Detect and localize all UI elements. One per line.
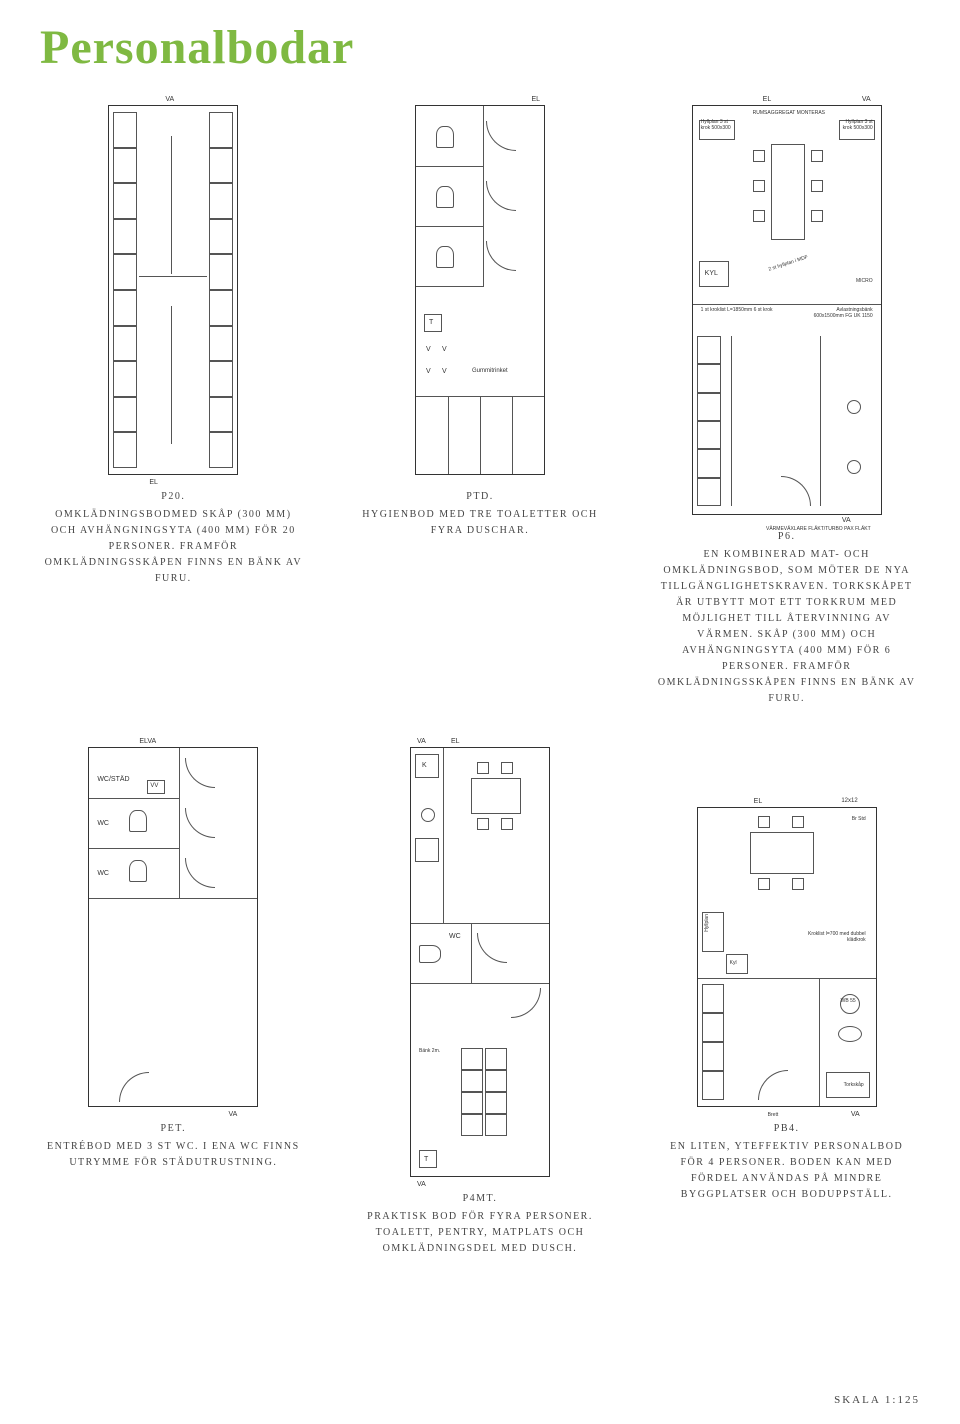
label-bank: Bänk 2m.: [419, 1048, 440, 1054]
label-gummi: Gummitrinket: [472, 368, 508, 374]
label-t: T: [424, 1156, 428, 1163]
code-p20: P20.: [43, 489, 303, 505]
scale-label: SKALA 1:125: [834, 1394, 920, 1406]
label-v3: V: [426, 368, 431, 375]
label-va: VA: [851, 1111, 860, 1118]
module-pb4: EL 12x12 Br Std Hyllplan Kyl Kroklist l=…: [653, 747, 920, 1203]
label-brstd: Br Std: [852, 816, 866, 822]
door-arc-icon: [486, 121, 516, 151]
label-varm: VÄRMEVÄXLARE FLÄKT/TURBO PAX FLÄKT: [711, 526, 871, 532]
label-el: EL: [763, 96, 772, 103]
lockers-left: [113, 112, 137, 468]
label-va2: VA: [842, 517, 851, 524]
label-va: VA: [862, 96, 871, 103]
label-wb: WB 55: [841, 998, 856, 1004]
door-arc-icon: [486, 181, 516, 211]
label-k: K: [422, 762, 427, 769]
module-p6: EL VA RUMSAGGREGAT MONTERAS Hyllplan 3 s…: [653, 105, 920, 707]
module-pet: ELVA WC/STÄD VV WC WC VA PET. ENTRÉBOD M…: [40, 747, 307, 1171]
caption-ptd: PTD. HYGIENBOD MED TRE TOALETTER OCH FYR…: [350, 489, 610, 539]
label-kyl: Kyl: [730, 960, 737, 966]
desc-ptd: HYGIENBOD MED TRE TOALETTER OCH FYRA DUS…: [362, 509, 597, 536]
toilet-icon: [436, 246, 454, 268]
code-ptd: PTD.: [350, 489, 610, 505]
desc-pet: ENTRÉBOD MED 3 ST WC. I ENA WC FINNS UTR…: [47, 1141, 300, 1168]
label-vv: VV: [150, 783, 158, 789]
sink-icon: [847, 400, 861, 414]
plan-p6: EL VA RUMSAGGREGAT MONTERAS Hyllplan 3 s…: [692, 105, 882, 515]
label-wc2: WC: [97, 870, 109, 877]
plan-p20: VA EL: [108, 105, 238, 475]
label-avlasting: Avlastningsbänk 600x1500mm FG UK 1150: [813, 308, 873, 319]
label-kyl: KYL: [705, 270, 718, 277]
label-el: EL: [754, 798, 763, 805]
label-v4: V: [442, 368, 447, 375]
label-micro: MICRO: [856, 278, 873, 284]
label-torkskap: Torkskåp: [844, 1082, 864, 1088]
module-p4mt: EL VA K WC Bänk 2m.: [347, 747, 614, 1257]
code-pet: PET.: [43, 1121, 303, 1137]
label-t: T: [429, 319, 433, 326]
label-wc: WC: [449, 933, 461, 940]
toilet-icon: [436, 126, 454, 148]
code-pb4: PB4.: [657, 1121, 917, 1137]
label-kroklist: Kroklist l=700 med dubbel klädkrok: [806, 932, 866, 943]
row-top: VA EL P20. OMKLÄDNINGSBODMED SKÅP (300 M…: [40, 105, 920, 707]
toilet-icon: [129, 810, 147, 832]
desc-p20: OMKLÄDNINGSBODMED SKÅP (300 MM) OCH AVHÄ…: [45, 509, 303, 584]
sink-icon: [847, 460, 861, 474]
label-wcstad: WC/STÄD: [97, 776, 129, 783]
desc-p6: EN KOMBINERAD MAT- OCH OMKLÄDNINGSBOD, S…: [658, 549, 916, 704]
lockers: [697, 336, 721, 506]
toilet-icon: [129, 860, 147, 882]
label-hyllplan: Hyllplan: [704, 914, 722, 932]
table-icon: [771, 144, 805, 240]
label-hylla-r: Hyllplan 3 st krok 500x300: [839, 120, 873, 131]
caption-p4mt: P4MT. PRAKTISK BOD FÖR FYRA PERSONER. TO…: [350, 1191, 610, 1257]
label-v: V: [426, 346, 431, 353]
label-rumsaggregat: RUMSAGGREGAT MONTERAS: [753, 110, 843, 116]
label-va: VA: [417, 738, 426, 745]
caption-p6: P6. EN KOMBINERAD MAT- OCH OMKLÄDNINGSBO…: [657, 529, 917, 707]
caption-p20: P20. OMKLÄDNINGSBODMED SKÅP (300 MM) OCH…: [43, 489, 303, 587]
module-ptd: EL T V V V V Gummitrinket: [347, 105, 614, 539]
label-hylla-l: Hyllplan 3 st krok 500x300: [701, 120, 735, 131]
module-p20: VA EL P20. OMKLÄDNINGSBODMED SKÅP (300 M…: [40, 105, 307, 587]
label-el: EL: [451, 738, 460, 745]
code-p4mt: P4MT.: [350, 1191, 610, 1207]
plan-ptd: EL T V V V V Gummitrinket: [415, 105, 545, 475]
plan-pet: ELVA WC/STÄD VV WC WC VA: [88, 747, 258, 1107]
label-brett: Brett: [768, 1112, 779, 1118]
row-bottom: ELVA WC/STÄD VV WC WC VA PET. ENTRÉBOD M…: [40, 747, 920, 1257]
label-va2: VA: [417, 1181, 426, 1188]
desc-pb4: EN LITEN, YTEFFEKTIV PERSONALBOD FÖR 4 P…: [670, 1141, 903, 1200]
door-arc-icon: [185, 858, 215, 888]
label-wc1: WC: [97, 820, 109, 827]
label-el: EL: [531, 96, 540, 103]
label-va: VA: [229, 1111, 238, 1118]
plan-pb4: EL 12x12 Br Std Hyllplan Kyl Kroklist l=…: [697, 807, 877, 1107]
label-elva: ELVA: [139, 738, 156, 745]
desc-p4mt: PRAKTISK BOD FÖR FYRA PERSONER. TOALETT,…: [367, 1211, 593, 1254]
plan-p4mt: EL VA K WC Bänk 2m.: [410, 747, 550, 1177]
caption-pb4: PB4. EN LITEN, YTEFFEKTIV PERSONALBOD FÖ…: [657, 1121, 917, 1203]
sink-icon: [421, 808, 435, 822]
door-arc-icon: [185, 758, 215, 788]
toilet-icon: [436, 186, 454, 208]
label-va: VA: [165, 96, 174, 103]
caption-pet: PET. ENTRÉBOD MED 3 ST WC. I ENA WC FINN…: [43, 1121, 303, 1171]
page-title: Personalbodar: [40, 20, 920, 75]
label-el: EL: [149, 479, 158, 486]
label-v2: V: [442, 346, 447, 353]
label-kroklist: 1 st kroklist L=1850mm 6 st krok: [701, 308, 781, 314]
lockers-right: [209, 112, 233, 468]
label-hylla-mid: 2 st hyllplan i MDF: [767, 245, 835, 272]
door-arc-icon: [486, 241, 516, 271]
label-dim: 12x12: [841, 798, 857, 804]
door-arc-icon: [185, 808, 215, 838]
